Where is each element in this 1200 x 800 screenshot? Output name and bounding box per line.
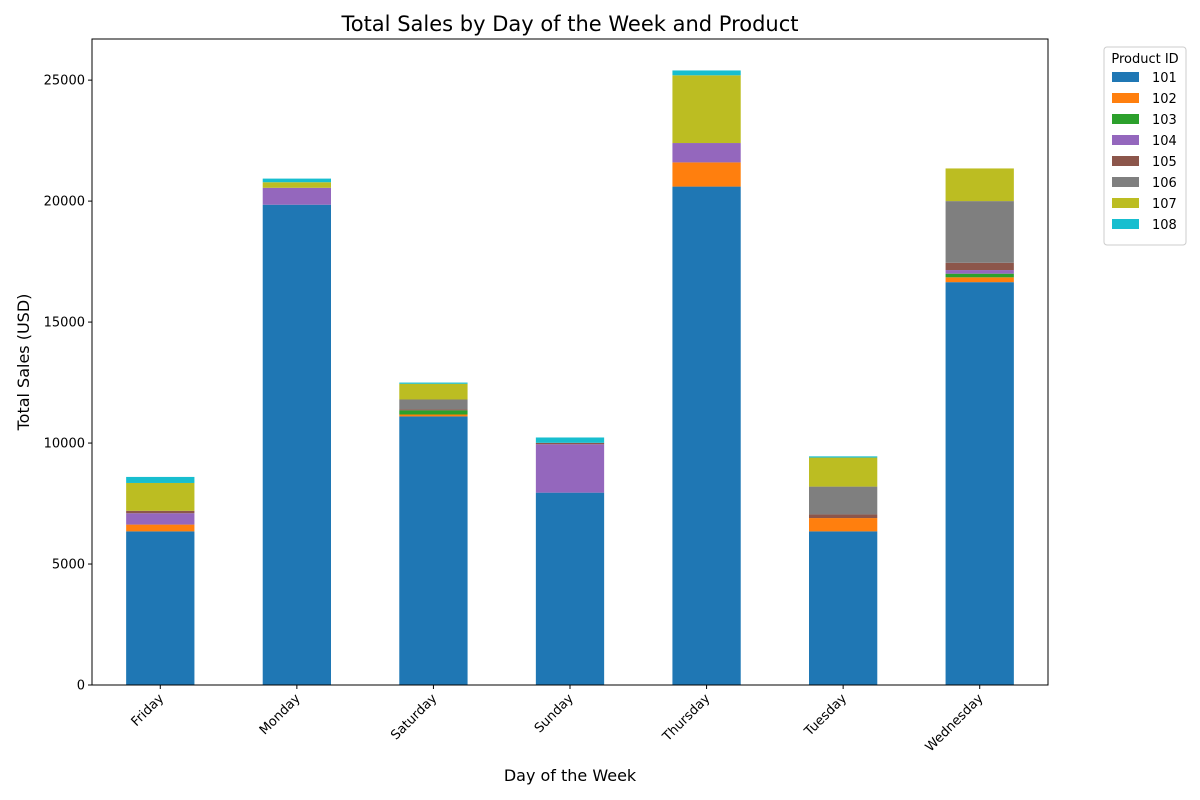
plot-frame <box>91 38 1049 686</box>
x-tick-label-thursday: Thursday <box>659 691 713 745</box>
y-tick-label: 25000 <box>44 74 85 89</box>
legend-title: Product ID <box>1111 52 1178 67</box>
bar-tuesday-product-106 <box>809 486 878 515</box>
legend-label-102: 102 <box>1152 92 1177 107</box>
bar-friday-product-101 <box>126 531 195 685</box>
bar-saturday-product-108 <box>399 382 468 384</box>
x-axis-label: Day of the Week <box>504 766 637 785</box>
bar-tuesday-product-105 <box>809 514 878 519</box>
legend-swatch-105 <box>1112 156 1139 166</box>
bar-friday-product-102 <box>126 524 195 532</box>
bar-tuesday-product-102 <box>809 518 878 532</box>
bar-wednesday-product-101 <box>945 282 1014 685</box>
chart-title: Total Sales by Day of the Week and Produ… <box>340 12 798 36</box>
legend-swatch-106 <box>1112 177 1139 187</box>
bar-thursday-product-104 <box>672 143 741 163</box>
bar-sunday-product-108 <box>535 437 605 443</box>
y-tick-label: 10000 <box>44 437 85 452</box>
bars-group <box>126 70 1014 686</box>
bar-saturday-product-105 <box>399 409 468 411</box>
legend-swatch-103 <box>1112 114 1139 124</box>
bar-wednesday-product-105 <box>945 262 1014 271</box>
bar-saturday-product-101 <box>399 416 468 685</box>
bar-monday-product-107 <box>262 182 331 188</box>
bar-saturday-product-102 <box>399 414 468 417</box>
x-tick-label-saturday: Saturday <box>388 691 440 743</box>
legend-label-104: 104 <box>1152 134 1177 149</box>
legend-label-105: 105 <box>1152 155 1177 170</box>
bar-friday-product-107 <box>126 482 195 511</box>
bar-sunday-product-104 <box>535 444 605 493</box>
y-tick-label: 20000 <box>44 195 85 210</box>
y-tick-label: 15000 <box>44 316 85 331</box>
bar-wednesday-product-102 <box>945 277 1014 283</box>
x-tick-label-sunday: Sunday <box>532 691 577 736</box>
bar-sunday-product-105 <box>535 442 605 445</box>
y-axis-label: Total Sales (USD) <box>14 294 33 432</box>
legend: Product ID 101 102 103 104 105 106 107 108 <box>1103 46 1187 246</box>
bar-sunday-product-101 <box>535 492 605 685</box>
x-tick-label-tuesday: Tuesday <box>801 691 850 740</box>
y-tick-label: 0 <box>77 679 85 694</box>
x-tick-label-monday: Monday <box>257 691 304 738</box>
bar-thursday-product-102 <box>672 162 741 187</box>
bar-monday-product-104 <box>262 187 331 205</box>
legend-swatch-104 <box>1112 135 1139 145</box>
bar-saturday-product-106 <box>399 399 468 410</box>
legend-label-107: 107 <box>1152 197 1177 212</box>
legend-label-106: 106 <box>1152 176 1177 191</box>
bar-wednesday-product-106 <box>945 201 1014 263</box>
x-tick-label-friday: Friday <box>129 691 168 730</box>
y-axis: 0 5000 10000 15000 20000 25000 <box>44 74 92 694</box>
bar-thursday-product-101 <box>672 186 741 685</box>
bar-tuesday-product-108 <box>809 456 878 458</box>
legend-swatch-102 <box>1112 93 1139 103</box>
bar-wednesday-product-104 <box>945 270 1014 274</box>
y-tick-label: 5000 <box>52 558 85 573</box>
bar-tuesday-product-101 <box>809 531 878 685</box>
bar-saturday-product-107 <box>399 383 468 400</box>
bar-friday-product-104 <box>126 513 195 525</box>
bar-monday-product-108 <box>262 178 331 183</box>
x-tick-label-wednesday: Wednesday <box>923 691 987 755</box>
bar-tuesday-product-107 <box>809 457 878 487</box>
legend-label-101: 101 <box>1152 71 1177 86</box>
x-axis: Friday Monday Saturday Sunday Thursday Tuesda… <box>129 685 987 755</box>
legend-swatch-107 <box>1112 198 1139 208</box>
bar-thursday-product-107 <box>672 75 741 144</box>
bar-wednesday-product-107 <box>945 168 1014 202</box>
bar-monday-product-101 <box>262 204 331 686</box>
bar-friday-product-105 <box>126 510 195 514</box>
bar-saturday-product-103 <box>399 410 468 415</box>
legend-label-103: 103 <box>1152 113 1177 128</box>
legend-swatch-108 <box>1112 219 1139 229</box>
legend-label-108: 108 <box>1152 218 1177 233</box>
bar-thursday-product-108 <box>672 70 741 76</box>
bar-friday-product-108 <box>126 476 195 483</box>
bar-wednesday-product-103 <box>945 273 1014 278</box>
legend-swatch-101 <box>1112 72 1139 82</box>
